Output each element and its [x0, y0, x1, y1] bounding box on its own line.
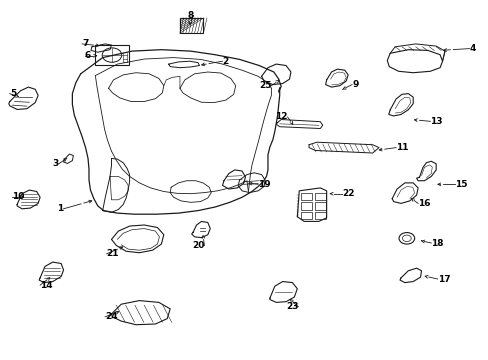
Text: 21: 21 — [106, 249, 119, 258]
Bar — [314, 193, 325, 200]
Bar — [301, 193, 311, 200]
Text: 23: 23 — [285, 302, 298, 311]
Text: 16: 16 — [417, 199, 430, 208]
Text: 17: 17 — [437, 274, 449, 284]
Text: 19: 19 — [258, 180, 270, 189]
Text: 25: 25 — [258, 81, 271, 90]
Text: 24: 24 — [105, 312, 118, 321]
Text: 15: 15 — [454, 180, 467, 189]
Text: 13: 13 — [429, 117, 442, 126]
Text: 6: 6 — [84, 51, 91, 60]
Text: 10: 10 — [12, 192, 24, 201]
Bar — [180, 18, 203, 33]
Bar — [301, 202, 311, 210]
Text: 14: 14 — [40, 281, 53, 289]
Bar — [314, 212, 325, 219]
Text: 22: 22 — [342, 189, 354, 198]
Text: 3: 3 — [52, 159, 59, 168]
Text: 1: 1 — [57, 204, 63, 213]
Bar — [301, 212, 311, 219]
Text: 7: 7 — [82, 40, 88, 49]
Text: 12: 12 — [274, 112, 287, 121]
Text: 20: 20 — [192, 241, 204, 250]
Text: 5: 5 — [10, 89, 16, 98]
Text: 11: 11 — [395, 143, 408, 152]
Text: 9: 9 — [351, 80, 358, 89]
Bar — [314, 202, 325, 210]
Text: 18: 18 — [430, 238, 443, 248]
Text: 8: 8 — [187, 10, 193, 19]
Bar — [95, 45, 128, 65]
Text: 2: 2 — [222, 57, 228, 66]
Text: 4: 4 — [468, 44, 475, 53]
